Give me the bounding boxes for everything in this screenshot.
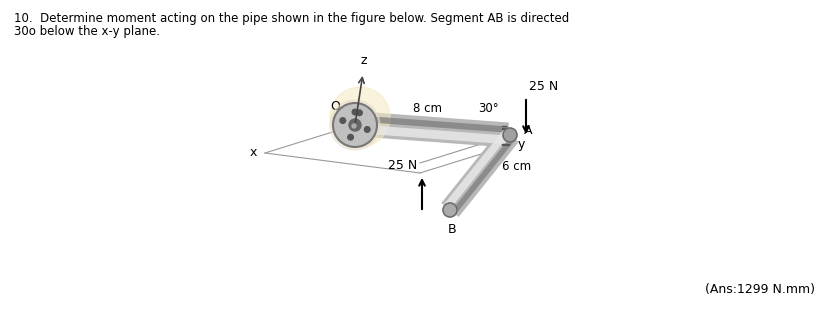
Circle shape <box>330 87 390 147</box>
Text: 10.  Determine moment acting on the pipe shown in the figure below. Segment AB i: 10. Determine moment acting on the pipe … <box>14 12 569 25</box>
Text: O: O <box>330 100 340 113</box>
Circle shape <box>351 124 356 128</box>
Text: x: x <box>249 147 256 160</box>
Text: y: y <box>518 139 525 152</box>
Circle shape <box>364 127 370 132</box>
Circle shape <box>356 110 361 116</box>
Text: (Ans:1299 N.mm): (Ans:1299 N.mm) <box>704 283 814 296</box>
Text: 30o below the x-y plane.: 30o below the x-y plane. <box>14 25 160 38</box>
Text: z: z <box>361 54 367 67</box>
Circle shape <box>502 128 516 142</box>
Text: 8 cm: 8 cm <box>413 102 442 115</box>
Circle shape <box>347 135 353 140</box>
Text: 25 N: 25 N <box>528 80 557 93</box>
Circle shape <box>351 109 357 115</box>
Text: A: A <box>523 125 532 138</box>
Text: 25 N: 25 N <box>387 159 417 172</box>
Text: 6 cm: 6 cm <box>501 161 530 174</box>
Circle shape <box>348 119 361 131</box>
Circle shape <box>330 100 380 150</box>
Text: 30°: 30° <box>477 102 498 115</box>
Text: B: B <box>447 223 456 236</box>
Circle shape <box>340 118 345 123</box>
Circle shape <box>442 203 457 217</box>
Circle shape <box>332 103 376 147</box>
